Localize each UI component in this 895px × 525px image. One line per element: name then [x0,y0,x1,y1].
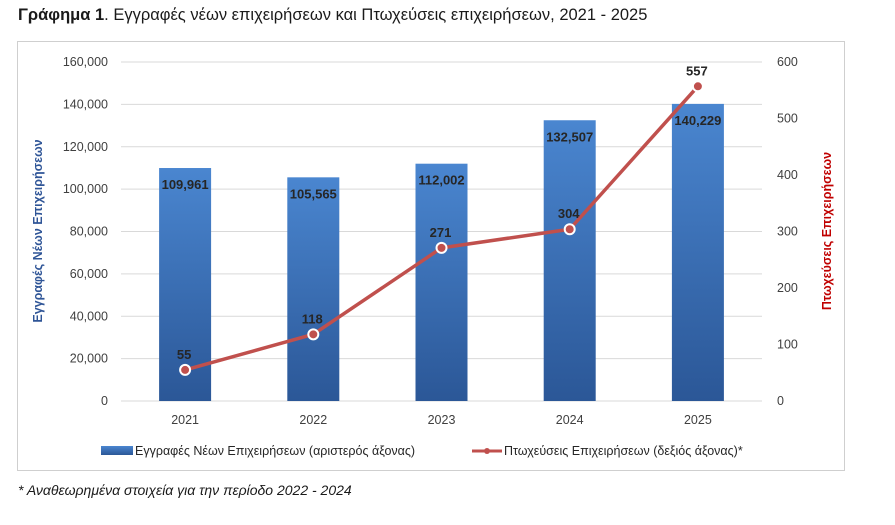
left-tick-label: 140,000 [63,97,108,111]
left-tick-label: 100,000 [63,182,108,196]
right-tick-label: 300 [777,225,798,239]
line-marker-2024 [563,223,576,236]
bar-2024 [543,120,596,401]
line-marker-2022 [307,328,320,341]
line-marker-2021 [179,363,192,376]
right-tick-label: 0 [777,394,784,408]
right-tick-label: 600 [777,55,798,69]
legend: Εγγραφές Νέων Επιχειρήσεων (αριστερός άξ… [101,444,743,458]
bar-value-label: 112,002 [418,173,464,188]
right-tick-label: 500 [777,112,798,126]
right-tick-label: 100 [777,338,798,352]
left-tick-label: 60,000 [70,267,108,281]
chart-title: Γράφημα 1. Εγγραφές νέων επιχειρήσεων κα… [18,6,647,25]
bar-value-label: 140,229 [674,113,721,128]
legend-bar-swatch [101,446,133,455]
line-value-label: 557 [686,63,708,78]
left-tick-label: 80,000 [70,225,108,239]
right-tick-label: 200 [777,281,798,295]
line-data-labels: 55 118 271 304 557 [177,63,708,362]
bar-2025 [671,103,724,402]
bar-data-labels: 109,961 105,565 112,002 132,507 140,229 [162,113,722,201]
right-tick-label: 400 [777,168,798,182]
bar-2022 [287,177,340,401]
left-axis-label: Εγγραφές Νέων Επιχειρήσεων [31,139,45,322]
right-axis-label: Πτωχεύσεις Επιχειρήσεων [820,152,834,310]
chart-title-text: . Εγγραφές νέων επιχειρήσεων και Πτωχεύσ… [104,6,648,24]
left-tick-label: 120,000 [63,140,108,154]
left-tick-label: 40,000 [70,309,108,323]
left-tick-label: 160,000 [63,55,108,69]
x-tick-label: 2024 [556,413,584,427]
bar-value-label: 105,565 [290,186,337,201]
line-value-label: 118 [302,311,323,326]
bar-value-label: 132,507 [546,129,593,144]
line-value-label: 304 [558,206,580,221]
line-marker-2025 [691,80,704,93]
line-series [179,80,704,376]
legend-line-label: Πτωχεύσεις Επιχειρήσεων (δεξιός άξονας)* [504,444,743,458]
x-tick-label: 2023 [428,413,456,427]
bar-2023 [415,163,468,401]
line-marker-2023 [435,241,448,254]
line-value-label: 55 [177,347,191,362]
bar-2021 [159,168,212,401]
chart-frame [17,41,845,471]
x-tick-label: 2022 [299,413,327,427]
footnote: * Αναθεωρημένα στοιχεία για την περίοδο … [18,482,352,498]
left-axis-ticks: 0 20,000 40,000 60,000 80,000 100,000 120,000 1… [63,55,108,408]
line-value-label: 271 [430,225,452,240]
left-tick-label: 0 [101,394,108,408]
right-axis-ticks: 0 100 200 300 400 500 600 [777,55,798,408]
bar-value-label: 109,961 [162,177,209,192]
legend-bar-label: Εγγραφές Νέων Επιχειρήσεων (αριστερός άξ… [135,444,415,458]
left-tick-label: 20,000 [70,352,108,366]
x-tick-label: 2021 [171,413,199,427]
legend-line-marker [484,448,490,454]
chart-title-number: Γράφημα 1 [18,6,105,24]
x-axis-ticks: 2021 2022 2023 2024 2025 [171,413,712,427]
bar-series [159,103,724,402]
x-tick-label: 2025 [684,413,712,427]
